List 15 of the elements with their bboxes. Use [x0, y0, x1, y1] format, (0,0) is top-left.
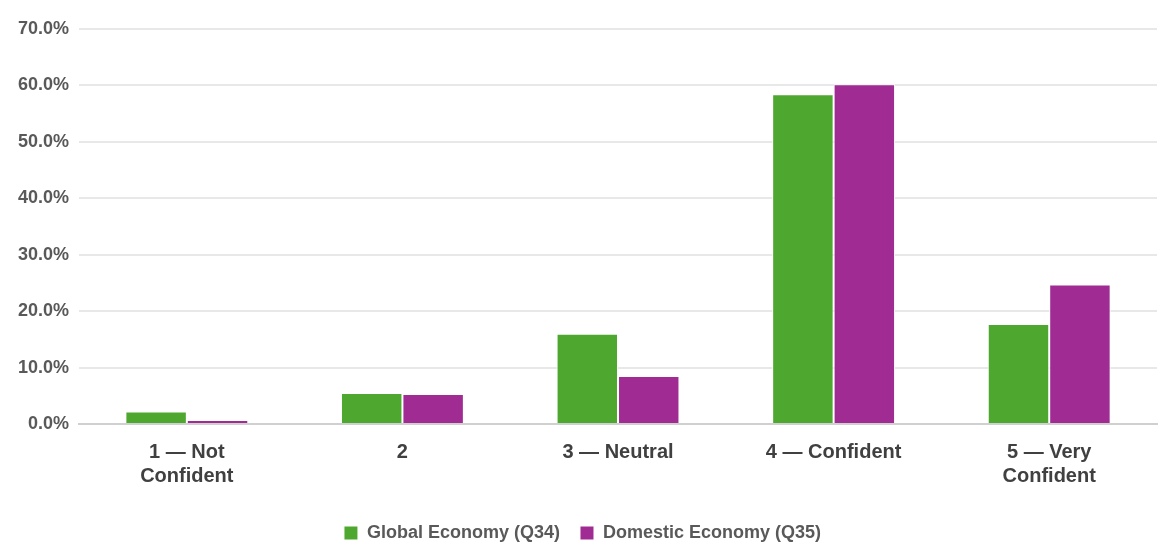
x-tick-label: 4 — Confident: [765, 439, 902, 462]
legend-label: Domestic Economy (Q35): [602, 521, 822, 542]
x-tick-label: 1 — Not Confident: [140, 439, 234, 486]
y-tick-label: 60.0%: [17, 74, 70, 95]
x-tick-label: 2: [396, 439, 408, 462]
y-tick-label: 10.0%: [17, 356, 70, 377]
x-tick-label: 5 — Very Confident: [1002, 439, 1097, 486]
legend-label: Global Economy (Q34): [366, 521, 560, 542]
y-tick-label: 20.0%: [17, 300, 70, 321]
y-tick-label: 70.0%: [17, 17, 70, 38]
y-tick-label: 0.0%: [28, 412, 70, 433]
x-tick-label: 3 — Neutral: [562, 439, 674, 462]
y-tick-label: 40.0%: [17, 187, 70, 208]
y-tick-label: 50.0%: [17, 130, 70, 151]
y-tick-label: 30.0%: [17, 243, 70, 264]
